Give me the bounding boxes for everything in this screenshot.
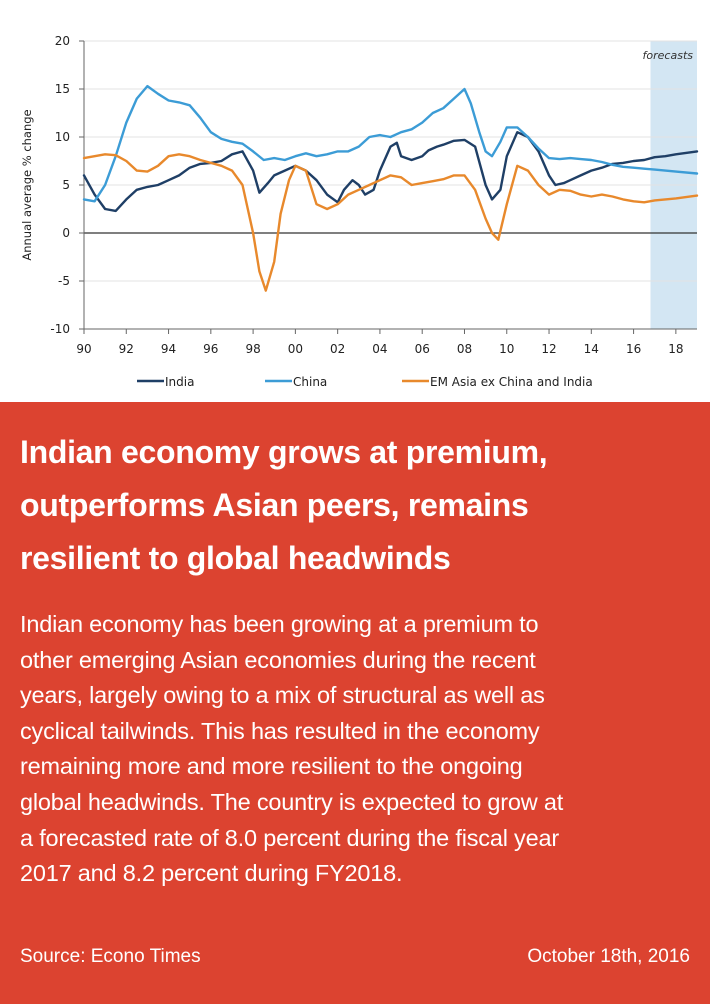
y-tick-label: 0 — [62, 226, 70, 240]
body-line-5: remaining more and more resilient to the… — [20, 753, 523, 780]
x-tick-label: 92 — [119, 342, 134, 356]
x-tick-label: 98 — [245, 342, 260, 356]
body-line-7: a forecasted rate of 8.0 percent during … — [20, 824, 559, 851]
x-tick-label: 02 — [330, 342, 345, 356]
legend-label-1: China — [293, 375, 327, 389]
series-line-1 — [82, 84, 699, 203]
body-line-3: years, largely owing to a mix of structu… — [20, 682, 545, 709]
article-card: Indian economy grows at premium, outperf… — [0, 402, 710, 1004]
forecast-label: forecasts — [643, 49, 694, 62]
x-tick-label: 12 — [541, 342, 556, 356]
article-headline: Indian economy grows at premium, outperf… — [20, 426, 690, 585]
x-tick-label: 96 — [203, 342, 218, 356]
y-tick-label: 10 — [55, 130, 70, 144]
x-tick-label: 14 — [584, 342, 599, 356]
x-tick-label: 00 — [288, 342, 303, 356]
body-line-2: other emerging Asian economies during th… — [20, 646, 536, 673]
x-tick-label: 04 — [372, 342, 387, 356]
body-line-8: 2017 and 8.2 percent during FY2018. — [20, 860, 403, 887]
headline-line-2: outperforms Asian peers, remains — [20, 487, 529, 523]
legend-label-2: EM Asia ex China and India — [430, 375, 593, 389]
y-tick-label: -10 — [50, 322, 70, 336]
body-line-6: global headwinds. The country is expecte… — [20, 788, 564, 815]
body-line-1: Indian economy has been growing at a pre… — [20, 611, 539, 637]
x-tick-label: 06 — [415, 342, 430, 356]
x-tick-label: 10 — [499, 342, 514, 356]
growth-line-chart: forecasts -10 -5 0 5 10 15 20 90 92 94 96 98 00 02 04 0… — [20, 34, 699, 389]
x-tick-label: 18 — [668, 342, 683, 356]
legend-label-0: India — [165, 375, 194, 389]
article-body: Indian economy has been growing at a pre… — [20, 607, 692, 892]
chart-area: forecasts -10 -5 0 5 10 15 20 90 92 94 96 98 00 02 04 0… — [0, 0, 710, 402]
series-line-2 — [82, 153, 699, 292]
article-date: October 18th, 2016 — [527, 946, 690, 967]
series-line-0 — [82, 131, 699, 213]
x-tick-label: 08 — [457, 342, 472, 356]
y-tick-label: 5 — [62, 178, 70, 192]
y-tick-label: 15 — [55, 82, 70, 96]
y-axis-title: Annual average % change — [20, 109, 34, 260]
body-line-4: cyclical tailwinds. This has resulted in… — [20, 717, 540, 744]
x-tick-label: 94 — [161, 342, 176, 356]
x-tick-label: 90 — [76, 342, 91, 356]
headline-line-3: resilient to global headwinds — [20, 540, 451, 576]
headline-line-1: Indian economy grows at premium, — [20, 434, 548, 470]
article-source: Source: Econo Times — [20, 946, 201, 967]
x-tick-label: 16 — [626, 342, 641, 356]
y-tick-label: 20 — [55, 34, 70, 48]
y-tick-label: -5 — [58, 274, 70, 288]
